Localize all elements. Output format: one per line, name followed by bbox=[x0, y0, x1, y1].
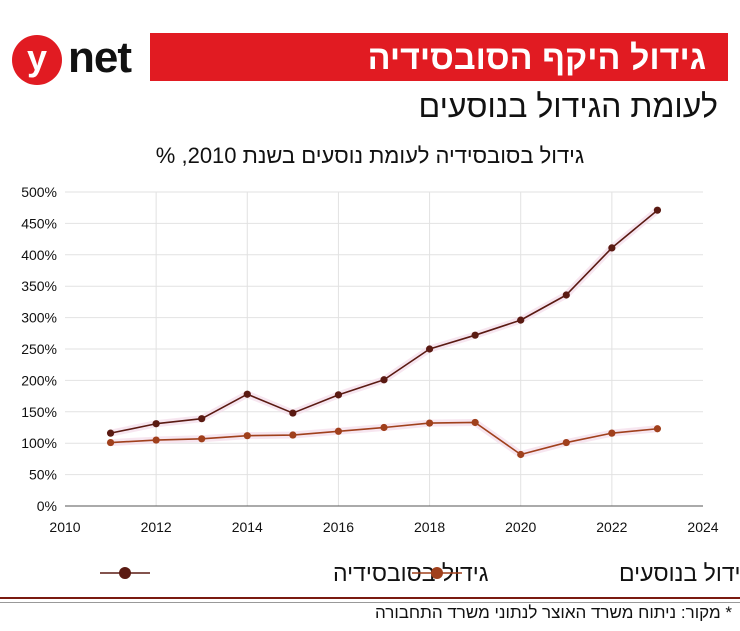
y-tick-label: 400% bbox=[21, 247, 57, 263]
y-tick-label: 350% bbox=[21, 278, 57, 294]
footer-divider-thin bbox=[0, 602, 740, 603]
data-point-2 bbox=[471, 418, 479, 427]
footer-divider bbox=[0, 597, 740, 599]
chart-title: גידול בסובסידיה לעומת נוסעים בשנת 2010, … bbox=[155, 143, 585, 168]
logo-text: net bbox=[68, 33, 132, 82]
page-title: גידול היקף הסובסידיה bbox=[367, 39, 706, 77]
data-point-1 bbox=[471, 331, 479, 339]
x-tick-label: 2016 bbox=[323, 519, 354, 535]
data-point-1 bbox=[106, 429, 115, 437]
y-tick-label: 500% bbox=[21, 184, 57, 200]
y-tick-label: 300% bbox=[21, 310, 57, 326]
legend-label: גידול בנוסעים bbox=[619, 560, 740, 586]
x-tick-label: 2014 bbox=[232, 519, 263, 535]
data-point-1 bbox=[243, 390, 251, 398]
data-point-2 bbox=[106, 438, 115, 447]
data-point-1 bbox=[334, 391, 343, 399]
line-chart: 0% 50% 100% 150% 200% 250% 300% 350% 400% 450% 500… bbox=[21, 184, 740, 586]
y-tick-label: 0% bbox=[37, 498, 57, 514]
x-tick-label: 2018 bbox=[414, 519, 445, 535]
data-point-1 bbox=[562, 291, 570, 299]
legend-marker bbox=[431, 567, 443, 579]
legend-label: גידול בסובסידיה bbox=[333, 560, 489, 586]
x-tick-label: 2024 bbox=[687, 519, 718, 535]
data-point-1 bbox=[425, 345, 434, 353]
logo-mark: y bbox=[12, 35, 62, 85]
data-point-1 bbox=[289, 409, 297, 417]
x-tick-label: 2010 bbox=[49, 519, 80, 535]
page-subtitle: לעומת הגידול בנוסעים bbox=[418, 88, 718, 124]
data-point-2 bbox=[334, 427, 343, 435]
data-point-2 bbox=[425, 419, 434, 427]
series-line-glow bbox=[109, 207, 660, 437]
y-tick-label: 450% bbox=[21, 215, 57, 231]
x-tick-label: 2020 bbox=[505, 519, 536, 535]
y-tick-label: 50% bbox=[29, 467, 57, 483]
data-point-1 bbox=[517, 316, 525, 324]
title-bar: גידול היקף הסובסידיה bbox=[150, 33, 728, 81]
data-point-2 bbox=[608, 429, 616, 437]
data-point-2 bbox=[653, 425, 662, 433]
data-point-2 bbox=[152, 436, 160, 444]
ynet-logo: y net bbox=[12, 33, 138, 85]
data-point-2 bbox=[380, 423, 388, 432]
data-point-1 bbox=[198, 415, 206, 423]
data-point-1 bbox=[653, 206, 662, 214]
y-tick-label: 200% bbox=[21, 372, 57, 388]
data-point-2 bbox=[243, 432, 251, 440]
x-tick-label: 2012 bbox=[141, 519, 172, 535]
legend-marker bbox=[119, 567, 131, 579]
data-point-2 bbox=[198, 435, 206, 443]
x-tick-label: 2022 bbox=[596, 519, 627, 535]
data-point-1 bbox=[608, 244, 616, 252]
data-point-2 bbox=[517, 450, 525, 459]
series-line-1 bbox=[110, 209, 658, 434]
data-point-1 bbox=[380, 376, 388, 384]
y-tick-label: 100% bbox=[21, 435, 57, 451]
data-point-2 bbox=[562, 438, 570, 447]
y-tick-label: 150% bbox=[21, 404, 57, 420]
data-point-2 bbox=[289, 431, 297, 439]
y-tick-label: 250% bbox=[21, 341, 57, 357]
data-point-1 bbox=[152, 420, 160, 428]
source-note: * מקור: ניתוח משרד האוצר לנתוני משרד התח… bbox=[375, 603, 732, 622]
